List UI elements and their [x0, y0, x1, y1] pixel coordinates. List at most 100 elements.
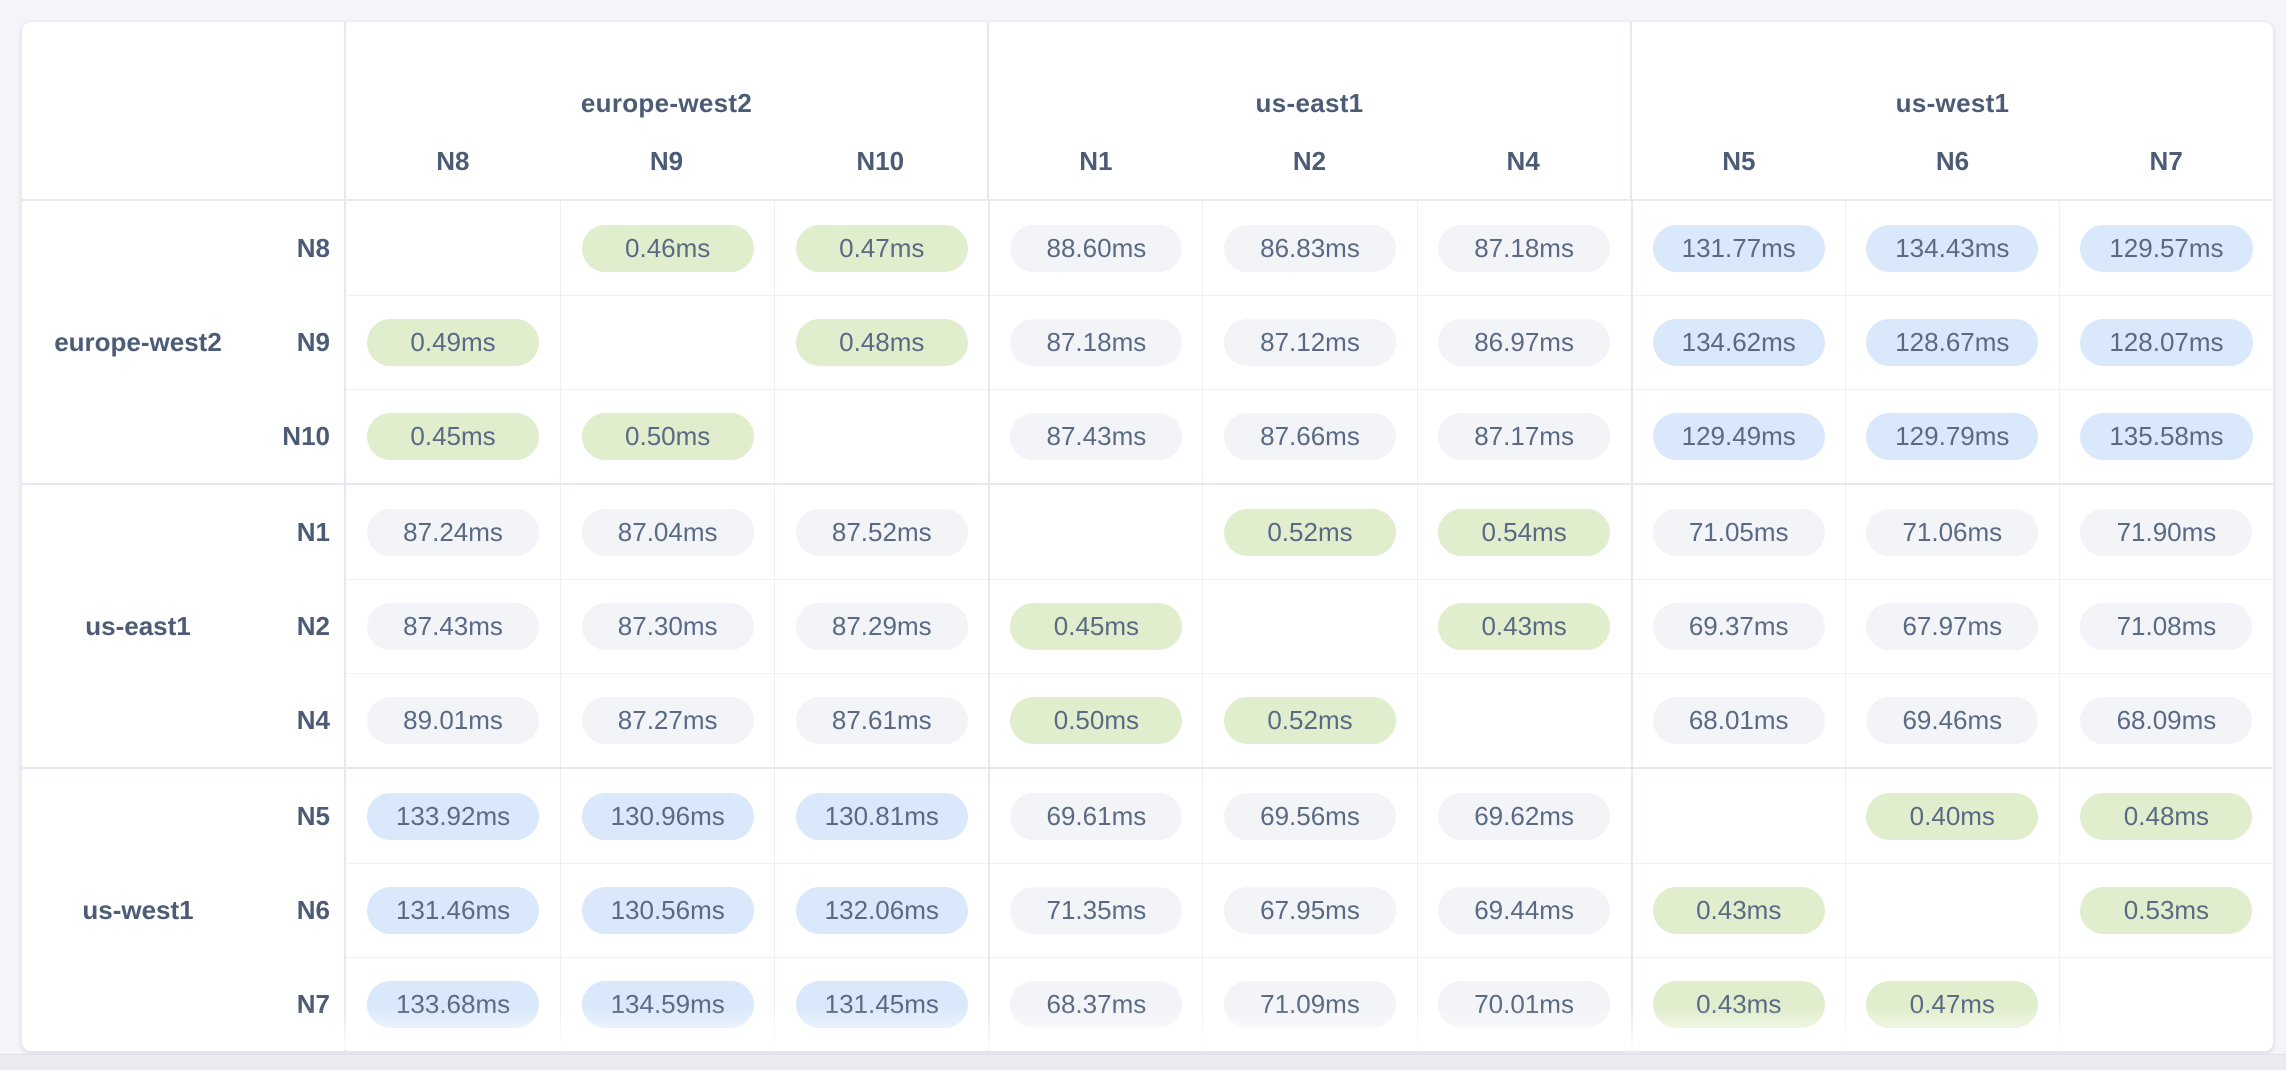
latency-pill: 133.68ms [366, 981, 540, 1028]
latency-cell [988, 485, 1202, 579]
latency-cell: 87.18ms [1416, 201, 1631, 295]
latency-cell: 87.29ms [774, 579, 989, 673]
latency-cell: 69.37ms [1630, 579, 1845, 673]
latency-pill: 0.50ms [1010, 697, 1183, 744]
latency-pill: 86.97ms [1438, 319, 1611, 366]
col-node-header-N9: N9 [649, 146, 684, 176]
latency-pill: 87.24ms [367, 508, 540, 556]
row-region-label: europe-west2 [54, 326, 222, 357]
latency-pill: 0.54ms [1438, 508, 1611, 556]
latency-cell: 87.27ms [560, 673, 775, 767]
latency-pill: 131.46ms [366, 887, 540, 934]
col-group-title: us-west1 [1895, 88, 2010, 118]
latency-pill: 67.95ms [1223, 887, 1396, 934]
latency-cell: 69.44ms [1416, 863, 1631, 957]
latency-pill: 0.47ms [795, 224, 968, 272]
latency-pill: 87.43ms [1010, 413, 1183, 460]
latency-pill: 0.43ms [1652, 887, 1825, 934]
latency-pill: 129.79ms [1866, 413, 2039, 460]
latency-pill: 71.06ms [1866, 508, 2039, 556]
latency-cell [1416, 673, 1631, 767]
latency-cell: 0.53ms [2058, 863, 2273, 957]
row-node-label-N4: N4 [296, 704, 330, 735]
latency-pill: 0.43ms [1652, 981, 1825, 1028]
col-node-header-N2: N2 [1292, 146, 1327, 176]
latency-pill: 134.62ms [1652, 319, 1825, 366]
latency-cell [560, 295, 775, 389]
latency-cell [1630, 769, 1845, 863]
row-node-label-N6: N6 [296, 894, 330, 925]
row-group-us-west1: us-west1 N5 N6 N7 133.92ms 130.96ms 130.81ms 69… [22, 767, 2273, 1051]
latency-cell: 87.66ms [1202, 389, 1417, 483]
latency-cell: 67.95ms [1202, 863, 1417, 957]
latency-pill: 69.46ms [1866, 697, 2039, 744]
col-node-header-N4: N4 [1506, 146, 1540, 176]
latency-cell: 68.09ms [2058, 673, 2273, 767]
latency-pill: 0.46ms [581, 224, 754, 272]
latency-pill: 71.05ms [1652, 508, 1825, 556]
latency-pill: 87.52ms [795, 508, 968, 556]
latency-cell: 0.48ms [2058, 769, 2273, 863]
latency-pill: 0.50ms [581, 413, 754, 460]
row-region-label: us-west1 [82, 894, 194, 925]
latency-cell: 134.59ms [560, 957, 775, 1051]
latency-pill: 0.47ms [1866, 981, 2039, 1028]
row-node-labels: N5 N6 N7 [254, 769, 344, 1051]
latency-pill: 71.09ms [1223, 981, 1396, 1028]
latency-cell: 87.30ms [560, 579, 775, 673]
latency-pill: 129.49ms [1652, 413, 1825, 460]
row-node-labels: N8 N9 N10 [254, 201, 344, 483]
latency-cell: 0.47ms [774, 201, 988, 295]
latency-cell: 87.43ms [988, 389, 1203, 483]
row-node-label-N8: N8 [296, 232, 330, 263]
latency-cell: 71.06ms [1844, 485, 2059, 579]
latency-cell: 0.46ms [560, 201, 774, 295]
latency-cell: 128.67ms [1844, 295, 2059, 389]
latency-pill: 68.01ms [1652, 697, 1825, 744]
latency-pill: 130.56ms [581, 887, 754, 934]
latency-pill: 68.09ms [2080, 697, 2253, 744]
latency-pill: 131.45ms [795, 981, 968, 1028]
latency-cell: 87.18ms [988, 295, 1203, 389]
data-grid: 0.46ms 0.47ms 88.60ms 86.83ms 87.18ms 131.77m… [344, 201, 2273, 483]
col-node-header-N10: N10 [856, 146, 905, 176]
latency-cell: 87.17ms [1416, 389, 1631, 483]
matrix-body: europe-west2 N8 N9 N10 0.46ms 0.47ms 88.60ms 86… [22, 201, 2273, 1051]
latency-pill: 87.30ms [581, 603, 754, 650]
latency-cell: 128.07ms [2058, 295, 2273, 389]
latency-cell: 71.90ms [2058, 485, 2273, 579]
latency-cell: 0.50ms [560, 389, 775, 483]
col-group-us-east1: us-east1 N1 N2 N4 [987, 22, 1630, 199]
latency-pill: 71.08ms [2080, 603, 2253, 650]
col-node-header-N7: N7 [2149, 146, 2183, 176]
latency-cell: 87.43ms [346, 579, 561, 673]
latency-cell: 68.37ms [988, 957, 1203, 1051]
latency-cell [1202, 579, 1417, 673]
latency-pill: 0.49ms [367, 319, 540, 366]
latency-cell: 129.79ms [1844, 389, 2059, 483]
latency-pill: 0.52ms [1223, 508, 1396, 556]
latency-cell: 132.06ms [774, 863, 989, 957]
latency-cell: 71.08ms [2058, 579, 2273, 673]
data-grid: 133.92ms 130.96ms 130.81ms 69.61ms 69.56ms 69… [344, 769, 2273, 1051]
latency-pill: 87.12ms [1223, 319, 1396, 366]
latency-pill: 134.59ms [581, 981, 754, 1028]
col-node-header-N1: N1 [1079, 146, 1113, 176]
latency-pill: 68.37ms [1010, 981, 1183, 1028]
latency-cell: 0.50ms [988, 673, 1203, 767]
latency-pill: 0.53ms [2080, 887, 2253, 934]
latency-cell [346, 201, 560, 295]
col-node-row: N1 N2 N4 [989, 146, 1630, 177]
latency-pill: 0.52ms [1223, 697, 1396, 744]
latency-pill: 69.44ms [1438, 887, 1611, 934]
latency-cell: 134.62ms [1630, 295, 1845, 389]
page-bottom-strip [0, 1054, 2286, 1070]
latency-matrix-card: europe-west2 N8 N9 N10 us-east1 N1 N2 N4 us-west… [21, 21, 2274, 1052]
latency-cell [2058, 957, 2273, 1051]
latency-cell: 67.97ms [1844, 579, 2059, 673]
latency-pill: 87.04ms [581, 508, 754, 556]
latency-cell: 68.01ms [1630, 673, 1845, 767]
latency-pill: 0.45ms [367, 413, 540, 460]
latency-pill: 88.60ms [1010, 224, 1183, 272]
latency-cell: 71.35ms [988, 863, 1203, 957]
